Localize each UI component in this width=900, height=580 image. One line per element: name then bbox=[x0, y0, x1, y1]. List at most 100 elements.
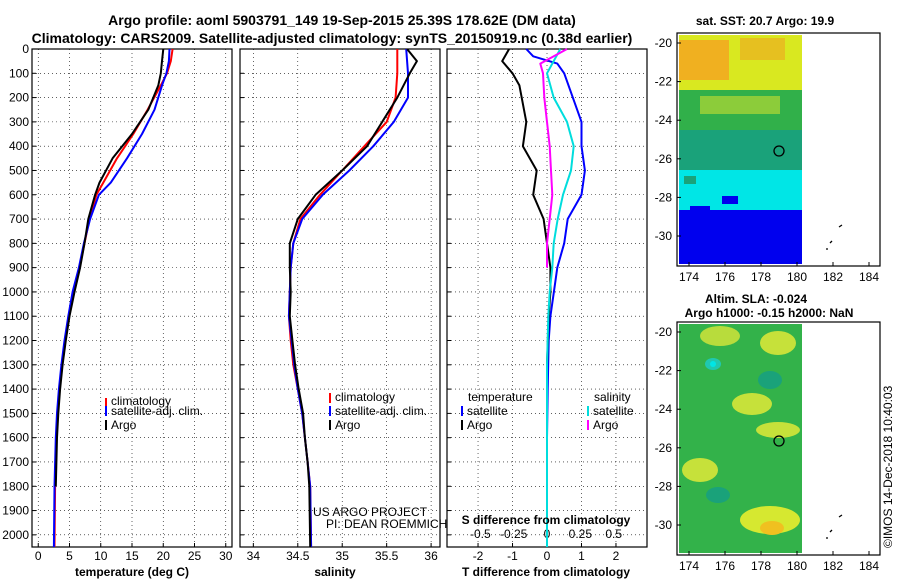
lat-tick-label: -30 bbox=[655, 518, 673, 532]
series-line-salinity-argo bbox=[539, 48, 568, 268]
difference-panel: -2 -1 0 1 2-0.5 -0.25 0 0.25 0.5 bbox=[446, 48, 648, 563]
y-tick-label: 1800 bbox=[2, 479, 29, 493]
lat-tick-label: -22 bbox=[655, 75, 673, 89]
sla-title-1: Altim. SLA: -0.024 bbox=[705, 292, 807, 306]
salinity-legend: climatology satellite-adj. clim. Argo bbox=[329, 390, 427, 432]
sst-lightgreen-patch bbox=[700, 96, 780, 114]
lon-tick-label: 184 bbox=[859, 559, 879, 573]
legend-s-satellite: satellite bbox=[593, 404, 634, 418]
sst-blue-speck bbox=[690, 206, 710, 214]
lat-tick-label: -26 bbox=[655, 152, 673, 166]
sla-cyan-spot bbox=[710, 361, 716, 367]
lon-tick-label: 182 bbox=[823, 559, 843, 573]
y-tick-label: 0 bbox=[22, 42, 29, 56]
temperature-xlabel: temperature (deg C) bbox=[75, 565, 189, 579]
y-tick-label: 100 bbox=[9, 66, 29, 80]
sst-islands bbox=[826, 224, 843, 250]
sst-hot-patch-2 bbox=[740, 38, 785, 60]
imos-stamp: ©IMOS 14-Dec-2018 10:40:03 bbox=[881, 385, 895, 548]
sla-teal-spot-3 bbox=[758, 371, 782, 389]
legend-t-argo: Argo bbox=[467, 418, 493, 432]
x-tick-label: -1 bbox=[507, 549, 518, 563]
y-tick-label: 1100 bbox=[3, 309, 29, 323]
lon-tick-label: 174 bbox=[679, 270, 699, 284]
y-tick-label: 1700 bbox=[2, 455, 29, 469]
sla-blob-6 bbox=[740, 506, 800, 534]
y-tick-label: 500 bbox=[9, 163, 29, 177]
sla-blob bbox=[700, 326, 740, 346]
x-tick-label: 20 bbox=[157, 549, 171, 563]
series-line-temperature-argo bbox=[501, 48, 552, 390]
lon-tick-label: 184 bbox=[859, 270, 879, 284]
y-tick-label: 1500 bbox=[2, 406, 29, 420]
lat-tick-label: -22 bbox=[655, 364, 673, 378]
series-line-satellite-adj-clim- bbox=[287, 48, 409, 548]
x-tick-label: 1 bbox=[578, 549, 585, 563]
x-tick-label: 0 bbox=[35, 549, 42, 563]
lon-tick-label: 178 bbox=[751, 559, 771, 573]
y-tick-label: 300 bbox=[9, 115, 29, 129]
y-tick-label: 1900 bbox=[2, 504, 29, 518]
sst-argo-marker bbox=[773, 145, 785, 157]
y-tick-label: 400 bbox=[9, 139, 29, 153]
temperature-legend: climatology satellite-adj. clim. Argo bbox=[105, 394, 203, 432]
lon-tick-label: 180 bbox=[787, 270, 807, 284]
lat-tick-label: -28 bbox=[655, 479, 673, 493]
lat-tick-label: -26 bbox=[655, 441, 673, 455]
y-tick-label: 200 bbox=[9, 91, 29, 105]
legend-satellite: satellite-adj. clim. bbox=[335, 404, 427, 418]
sla-map-axes: -20 -22 -24 -26 -28 -30 174 176 178 180 182 184 bbox=[655, 325, 880, 573]
s-difference-label: S difference from climatology bbox=[462, 513, 631, 527]
y-tick-label: 1300 bbox=[2, 358, 29, 372]
lon-tick-label: 176 bbox=[715, 270, 735, 284]
x-tick-label: 34.5 bbox=[286, 549, 310, 563]
sla-blob-5 bbox=[682, 458, 718, 482]
sla-frame bbox=[676, 321, 881, 556]
sst-teal-band bbox=[679, 130, 802, 170]
salinity-panel: 34 34.5 35 35.5 36 bbox=[239, 48, 441, 563]
lon-tick-label: 180 bbox=[787, 559, 807, 573]
difference-xlabel: T difference from climatology bbox=[462, 565, 630, 579]
legend-climatology: climatology bbox=[335, 390, 395, 404]
y-tick-label: 1200 bbox=[2, 334, 29, 348]
lon-tick-label: 176 bbox=[715, 559, 735, 573]
x-tick-label: 0 bbox=[544, 549, 551, 563]
salinity-frame bbox=[239, 48, 441, 548]
series-line-salinity-satellite bbox=[546, 48, 575, 547]
x-tick-label: 35 bbox=[336, 549, 350, 563]
y-tick-label: 900 bbox=[9, 261, 29, 275]
y-tick-label: 1600 bbox=[2, 431, 29, 445]
lat-tick-label: -24 bbox=[655, 402, 673, 416]
lat-tick-label: -28 bbox=[655, 190, 673, 204]
s-tick-label: -0.25 bbox=[500, 527, 528, 541]
sla-blob-2 bbox=[760, 331, 796, 355]
difference-legend: temperature satellite Argo salinity sate… bbox=[461, 390, 634, 432]
y-tick-label: 600 bbox=[9, 188, 29, 202]
x-tick-label: 10 bbox=[94, 549, 108, 563]
sla-blob-4 bbox=[756, 422, 800, 438]
x-tick-label: 25 bbox=[188, 549, 202, 563]
legend-argo: Argo bbox=[111, 418, 137, 432]
legend-climatology: climatology bbox=[111, 394, 171, 408]
legend-satellite: satellite-adj. clim. bbox=[111, 404, 203, 418]
x-tick-label: 34 bbox=[247, 549, 261, 563]
sla-islands bbox=[826, 514, 843, 539]
s-tick-label: 0.5 bbox=[605, 527, 622, 541]
x-tick-label: 15 bbox=[125, 549, 139, 563]
series-line-temperature-satellite bbox=[525, 48, 586, 547]
series-line-satellite-adj-clim- bbox=[52, 48, 171, 548]
legend-s-argo: Argo bbox=[593, 418, 619, 432]
sst-title: sat. SST: 20.7 Argo: 19.9 bbox=[696, 14, 835, 28]
sla-argo-marker bbox=[773, 435, 785, 447]
y-tick-label: 2000 bbox=[2, 528, 29, 542]
y-tick-label: 700 bbox=[9, 212, 29, 226]
y-tick-label: 1400 bbox=[2, 382, 29, 396]
credit-line-1: US ARGO PROJECT bbox=[313, 505, 428, 519]
sst-frame bbox=[676, 32, 881, 267]
series-line-argo bbox=[54, 48, 165, 487]
y-tick-label: 800 bbox=[9, 236, 29, 250]
s-tick-label: -0.5 bbox=[470, 527, 491, 541]
y-tick-label: 1000 bbox=[2, 285, 29, 299]
lon-tick-label: 178 bbox=[751, 270, 771, 284]
sst-hot-patch bbox=[679, 40, 729, 80]
